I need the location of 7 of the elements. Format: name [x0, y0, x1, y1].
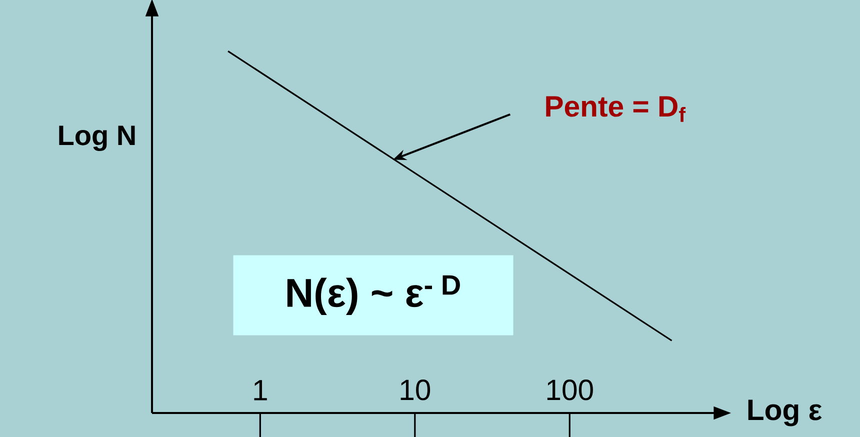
x-tick-label: 10: [400, 380, 430, 400]
y-axis-title: Log N: [59, 126, 135, 151]
x-tick-label: 100: [547, 380, 593, 400]
x-tick-label: 1: [254, 380, 267, 400]
annotation: N(ε) ~ ε$^{- D}$: [287, 275, 460, 315]
x-axis-title: Log ε: [748, 400, 822, 426]
annotation: Pente = D$_{f}$: [546, 96, 686, 122]
